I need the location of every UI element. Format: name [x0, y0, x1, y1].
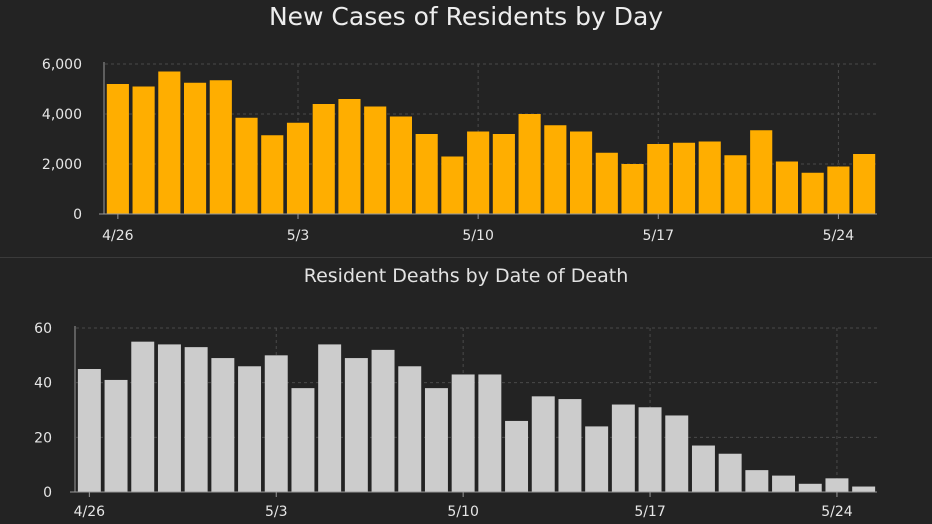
- deaths-bar: [184, 347, 208, 492]
- cases-bar: [364, 106, 387, 214]
- cases-bar: [492, 134, 515, 214]
- deaths-bar: [665, 415, 689, 492]
- cases-bar: [647, 144, 670, 214]
- cases-x-tick-label: 5/17: [643, 228, 674, 244]
- cases-bar: [698, 141, 721, 214]
- deaths-bar: [238, 366, 262, 492]
- cases-x-tick-label: 5/3: [287, 228, 310, 244]
- cases-bar: [132, 86, 155, 214]
- deaths-bar: [211, 358, 235, 492]
- cases-bar: [261, 135, 284, 214]
- cases-y-tick-label: 4,000: [42, 107, 82, 123]
- deaths-bar: [318, 344, 342, 492]
- cases-bar: [338, 99, 361, 214]
- deaths-bar: [531, 396, 555, 492]
- cases-bar: [184, 82, 207, 214]
- deaths-bar: [505, 420, 529, 492]
- deaths-bar: [745, 470, 769, 492]
- deaths-bar: [585, 426, 609, 492]
- cases-bar: [801, 172, 824, 214]
- cases-bar: [724, 155, 747, 214]
- deaths-x-tick-label: 5/10: [447, 504, 478, 520]
- cases-bar: [286, 122, 310, 214]
- cases-bar: [621, 164, 644, 214]
- deaths-bar: [772, 475, 796, 492]
- deaths-bar: [558, 399, 582, 492]
- cases-bar: [235, 117, 258, 214]
- chart-divider: [0, 257, 932, 258]
- cases-bar: [518, 114, 541, 214]
- cases-bar: [415, 134, 438, 214]
- cases-bar: [570, 131, 593, 214]
- deaths-y-tick-label: 20: [34, 430, 52, 446]
- deaths-bar: [718, 453, 742, 492]
- deaths-y-tick-label: 60: [34, 321, 52, 337]
- deaths-x-tick-label: 5/3: [265, 504, 288, 520]
- cases-bar: [853, 154, 876, 214]
- cases-bar: [106, 84, 129, 214]
- deaths-bar: [77, 369, 101, 492]
- cases-bar: [775, 161, 798, 214]
- deaths-bar: [798, 483, 822, 492]
- deaths-chart-title: Resident Deaths by Date of Death: [303, 265, 629, 287]
- cases-y-tick-label: 6,000: [42, 57, 82, 73]
- deaths-bar: [157, 344, 181, 492]
- deaths-bar: [131, 341, 155, 492]
- cases-bar: [467, 131, 490, 214]
- cases-bar: [158, 71, 181, 214]
- cases-x-tick-label: 5/24: [823, 228, 855, 244]
- cases-bar: [595, 152, 618, 214]
- deaths-x-tick-label: 5/24: [821, 504, 853, 520]
- deaths-y-tick-label: 0: [43, 485, 52, 501]
- deaths-y-tick-label: 40: [34, 376, 52, 392]
- deaths-bar: [424, 388, 448, 492]
- deaths-bar: [398, 366, 422, 492]
- cases-bar: [827, 166, 850, 214]
- cases-x-tick-label: 4/26: [102, 228, 134, 244]
- cases-y-tick-label: 2,000: [42, 157, 82, 173]
- cases-bar: [441, 156, 464, 214]
- deaths-bar: [825, 478, 849, 492]
- cases-bar: [389, 116, 412, 214]
- cases-x-tick-label: 5/10: [462, 228, 493, 244]
- deaths-bar: [291, 388, 315, 492]
- cases-bar: [544, 125, 567, 214]
- deaths-bar: [451, 374, 475, 492]
- cases-bar: [209, 80, 232, 214]
- deaths-bar: [344, 358, 368, 492]
- deaths-bar: [264, 355, 288, 492]
- cases-chart-title: New Cases of Residents by Day: [268, 2, 664, 31]
- deaths-bar: [691, 445, 715, 492]
- deaths-bar: [104, 379, 128, 492]
- deaths-bar: [638, 407, 662, 492]
- deaths-x-tick-label: 4/26: [74, 504, 106, 520]
- deaths-bar: [371, 349, 395, 492]
- deaths-x-tick-label: 5/17: [634, 504, 665, 520]
- cases-y-tick-label: 0: [73, 207, 82, 223]
- deaths-bar: [611, 404, 635, 492]
- cases-bar: [750, 130, 773, 214]
- cases-bar: [312, 104, 335, 214]
- deaths-bar: [478, 374, 502, 492]
- deaths-bar: [852, 486, 876, 492]
- cases-bar: [672, 142, 696, 214]
